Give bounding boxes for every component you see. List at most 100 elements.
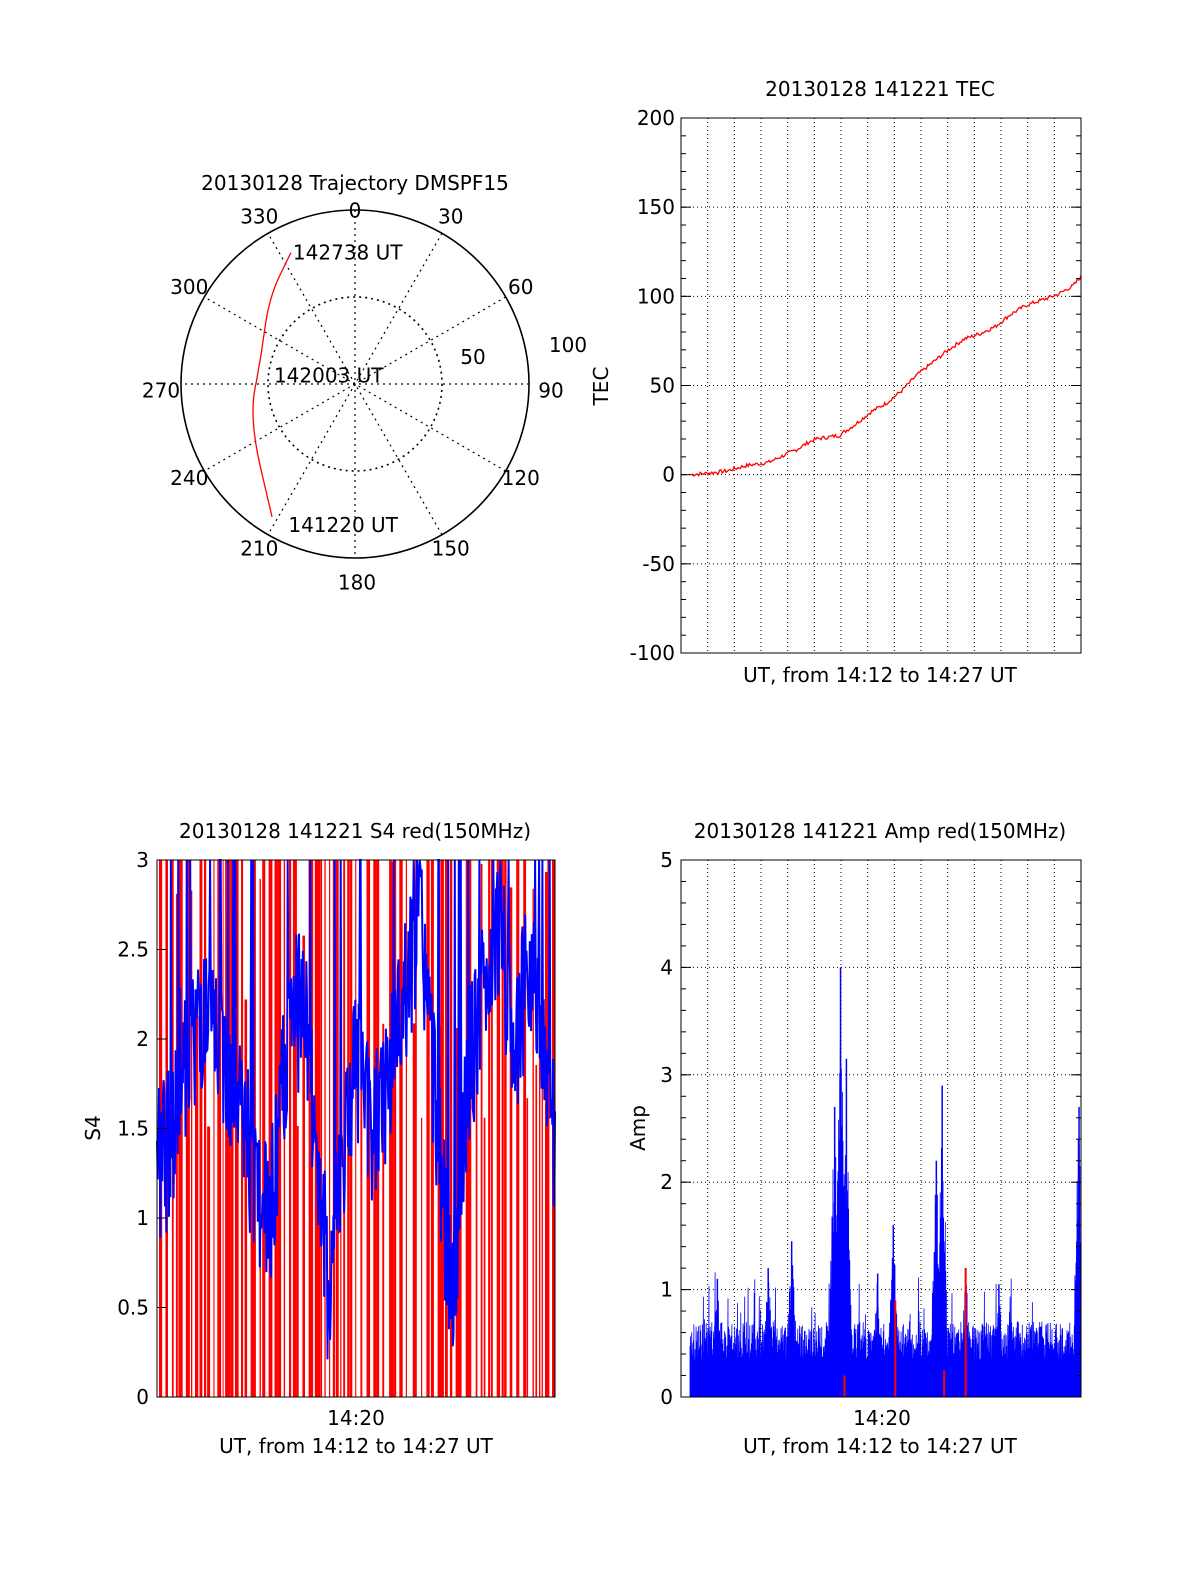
- amp-y-tick-label: 0: [660, 1385, 673, 1409]
- polar-azimuth-label: 120: [502, 466, 540, 490]
- tec-panel: 20130128 141221 TEC -100-50050100150200 …: [589, 77, 1082, 687]
- s4-red-bar: [329, 860, 331, 1397]
- polar-azimuth-label: 210: [240, 536, 278, 560]
- s4-red-bar: [289, 860, 292, 1397]
- trajectory-time-label: 142003 UT: [274, 363, 384, 387]
- s4-red-bar: [230, 860, 234, 1397]
- trajectory-title: 20130128 Trajectory DMSPF15: [201, 171, 509, 195]
- polar-azimuth-label: 240: [170, 466, 208, 490]
- s4-blue-series-line: [156, 859, 556, 1360]
- polar-azimuth-label: 330: [240, 205, 278, 229]
- s4-red-bar: [180, 860, 183, 1397]
- polar-azimuth-label: 30: [438, 205, 463, 229]
- s4-red-bar: [535, 1065, 538, 1397]
- s4-y-tick-label: 3: [136, 848, 149, 872]
- s4-red-bar: [335, 860, 339, 1397]
- trajectory-time-label: 141220 UT: [288, 513, 398, 537]
- amp-y-tick-label: 3: [660, 1063, 673, 1087]
- s4-y-tick-label: 1.5: [117, 1117, 149, 1141]
- amp-y-tick-label: 4: [660, 955, 673, 979]
- trajectory-time-label: 142738 UT: [293, 241, 403, 265]
- polar-grid: [180, 209, 530, 559]
- amp-y-tick-label: 2: [660, 1170, 673, 1194]
- s4-red-bar: [412, 1023, 416, 1397]
- tec-y-tick-label: -100: [630, 641, 675, 665]
- s4-title: 20130128 141221 S4 red(150MHz): [179, 819, 531, 843]
- s4-red-bar: [421, 1117, 423, 1397]
- polar-azimuth-label: 180: [338, 571, 376, 595]
- amp-panel: 20130128 141221 Amp red(150MHz) 0 1 2 3 4 5 1…: [626, 819, 1082, 1458]
- s4-red-bar: [259, 878, 261, 1397]
- s4-red-bar: [393, 860, 397, 1397]
- tec-title: 20130128 141221 TEC: [765, 77, 995, 101]
- s4-red-bar: [532, 888, 534, 1397]
- s4-red-bar: [440, 860, 444, 1397]
- polar-azimuth-label: 60: [508, 275, 533, 299]
- s4-red-bar: [268, 860, 273, 1397]
- s4-red-bar: [360, 1040, 363, 1397]
- s4-x-tick-label: 14:20: [327, 1406, 385, 1430]
- s4-red-bar: [516, 860, 520, 1397]
- polar-spoke: [267, 233, 443, 535]
- amp-x-tick-label: 14:20: [853, 1406, 911, 1430]
- amp-grid: [681, 860, 1081, 1397]
- s4-red-bar: [405, 860, 407, 1397]
- trajectory-panel: 20130128 Trajectory DMSPF15 0 30 60 90 120 15…: [142, 171, 587, 595]
- amp-blue-bars: [689, 1040, 1082, 1398]
- s4-red-bar: [199, 860, 203, 1397]
- s4-y-tick-label: 2: [136, 1027, 149, 1051]
- polar-labels: 0 30 60 90 120 150 180 210 240 270 300 330 50 100: [142, 199, 587, 595]
- s4-x-axis-label: UT, from 14:12 to 14:27 UT: [219, 1434, 494, 1458]
- tec-grid: [681, 118, 1081, 653]
- s4-red-bar: [523, 860, 527, 1397]
- tec-y-tick-label: 100: [637, 284, 675, 308]
- polar-azimuth-label: 300: [170, 275, 208, 299]
- s4-red-bar: [488, 860, 491, 1397]
- s4-red-bar: [483, 1117, 486, 1397]
- s4-red-bar: [491, 860, 493, 1397]
- s4-red-bar: [437, 1025, 442, 1397]
- s4-y-tick-label: 1: [136, 1206, 149, 1230]
- s4-y-tick-label: 0: [136, 1385, 149, 1409]
- amp-y-tick-label: 1: [660, 1278, 673, 1302]
- polar-azimuth-label: 270: [142, 379, 180, 403]
- s4-panel: 20130128 141221 S4 red(150MHz) 0 0.5 1 1.5 2…: [81, 819, 556, 1458]
- s4-red-bar: [445, 860, 448, 1397]
- amp-y-tick-label: 5: [660, 848, 673, 872]
- s4-y-tick-label: 2.5: [117, 938, 149, 962]
- trajectory-line: [252, 252, 292, 517]
- s4-red-bar: [465, 860, 470, 1397]
- polar-ring-inner: [267, 296, 443, 472]
- s4-red-bar: [191, 890, 193, 1397]
- s4-red-bar: [204, 860, 207, 1397]
- amp-x-axis-label: UT, from 14:12 to 14:27 UT: [743, 1434, 1018, 1458]
- polar-azimuth-label: 90: [538, 379, 563, 403]
- s4-red-bar: [541, 860, 543, 1397]
- tec-y-axis-label: TEC: [589, 367, 613, 407]
- s4-red-bar: [545, 872, 549, 1397]
- tec-x-axis-label: UT, from 14:12 to 14:27 UT: [743, 663, 1018, 687]
- s4-red-bar: [382, 1023, 385, 1397]
- s4-red-bar: [262, 860, 266, 1397]
- s4-y-tick-label: 0.5: [117, 1296, 149, 1320]
- tec-y-tick-label: 0: [662, 463, 675, 487]
- s4-red-bar: [217, 860, 222, 1397]
- s4-red-bar: [253, 860, 256, 1397]
- s4-red-bar: [475, 1032, 478, 1397]
- s4-red-bar: [449, 860, 453, 1397]
- amp-plot-frame: [680, 859, 1082, 1398]
- s4-red-bar: [185, 860, 190, 1397]
- s4-red-bar: [277, 860, 282, 1397]
- s4-red-bar: [292, 860, 297, 1397]
- s4-red-bar: [399, 860, 403, 1397]
- s4-red-bar: [509, 887, 513, 1397]
- polar-azimuth-label: 0: [349, 199, 362, 223]
- s4-red-bar: [207, 1126, 211, 1397]
- s4-red-bar: [213, 860, 215, 1397]
- s4-red-bar: [314, 860, 318, 1397]
- tec-y-axis-ticks: -100 -50 0 50 100 150 200: [630, 106, 1081, 665]
- s4-red-bar: [355, 860, 357, 1397]
- s4-red-bar: [324, 860, 326, 1397]
- tec-plot-frame: [680, 117, 1082, 654]
